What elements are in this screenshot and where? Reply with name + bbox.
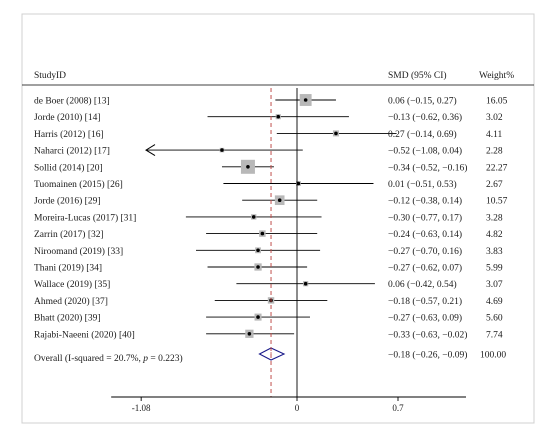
- study-row: de Boer (2008) [13] 0.06 (−0.15, 0.27) 16.…: [34, 94, 508, 107]
- study-row: Ahmed (2020) [37] −0.18 (−0.57, 0.21) 4.69: [34, 296, 503, 307]
- study-label: Thani (2019) [34]: [34, 263, 102, 274]
- header-effect: SMD (95% CI): [388, 70, 447, 81]
- x-axis: -1.08 0 0.7: [111, 88, 466, 413]
- study-label: Niroomand (2019) [33]: [34, 246, 123, 257]
- point-estimate: [256, 265, 260, 269]
- overall-diamond: [258, 347, 286, 361]
- weight-value: 5.99: [486, 264, 503, 274]
- ci-value: −0.18 (−0.57, 0.21): [388, 296, 462, 307]
- point-estimate: [256, 248, 260, 253]
- point-estimate: [334, 131, 338, 136]
- study-label: Moreira-Lucas (2017) [31]: [34, 212, 136, 223]
- point-estimate: [303, 98, 308, 102]
- weight-value: 22.27: [486, 163, 508, 173]
- overall-weight-value: 100.00: [480, 351, 506, 361]
- ci-value: −0.52 (−1.08, 0.04): [388, 146, 462, 157]
- x-tick-label: 0: [295, 403, 300, 413]
- ci-arrow: [145, 144, 156, 157]
- ci-value: 0.06 (−0.42, 0.54): [388, 279, 457, 290]
- study-label: Jorde (2010) [14]: [34, 112, 100, 123]
- weight-value: 16.05: [486, 97, 508, 107]
- study-label: Jorde (2016) [29]: [34, 196, 100, 207]
- point-estimate: [246, 165, 250, 169]
- study-row: Sollid (2014) [20] −0.34 (−0.52, −0.16) 22…: [34, 159, 508, 174]
- study-label: Tuomainen (2015) [26]: [34, 179, 123, 190]
- weight-value: 3.83: [486, 247, 503, 257]
- weight-value: 5.60: [486, 314, 503, 324]
- study-label: Bhatt (2020) [39]: [34, 313, 101, 324]
- weight-value: 3.07: [486, 280, 503, 290]
- weight-value: 4.69: [486, 297, 503, 307]
- overall-label-main: Overall (I-squared = 20.7%,: [34, 353, 143, 364]
- ci-value: −0.12 (−0.38, 0.14): [388, 196, 462, 207]
- point-estimate: [251, 215, 256, 219]
- study-row: Jorde (2016) [29] −0.12 (−0.38, 0.14) 10.5…: [34, 195, 508, 207]
- study-label: Ahmed (2020) [37]: [34, 296, 108, 307]
- point-estimate: [256, 315, 260, 319]
- study-row: Tuomainen (2015) [26] 0.01 (−0.51, 0.53) 2…: [34, 179, 503, 190]
- weight-value: 7.74: [486, 330, 503, 340]
- overall-label-tail: = 0.223): [148, 353, 183, 364]
- study-label: Rajabi-Naeeni (2020) [40]: [34, 329, 135, 340]
- weight-value: 2.28: [486, 147, 503, 157]
- weight-value: 10.57: [486, 197, 508, 207]
- weight-value: 2.67: [486, 180, 503, 190]
- study-row: Wallace (2019) [35] 0.06 (−0.42, 0.54) 3.0…: [34, 279, 503, 290]
- study-row: Rajabi-Naeeni (2020) [40] −0.33 (−0.63, −…: [34, 329, 503, 340]
- study-row: Moreira-Lucas (2017) [31] −0.30 (−0.77, 0…: [34, 212, 503, 223]
- study-row: Niroomand (2019) [33] −0.27 (−0.70, 0.16)…: [34, 246, 503, 257]
- ci-value: 0.06 (−0.15, 0.27): [388, 96, 457, 107]
- study-row: Naharci (2012) [17] −0.52 (−1.08, 0.04) 2.…: [34, 144, 503, 157]
- study-row: Jorde (2010) [14] −0.13 (−0.62, 0.36) 3.02: [34, 112, 503, 123]
- point-estimate: [277, 198, 282, 202]
- study-rows: de Boer (2008) [13] 0.06 (−0.15, 0.27) 16.…: [34, 94, 508, 340]
- ci-value: −0.13 (−0.62, 0.36): [388, 112, 462, 123]
- weight-value: 3.28: [486, 213, 503, 223]
- header: Study ID SMD (95% CI) Weight%: [34, 70, 514, 81]
- weight-value: 4.82: [486, 230, 503, 240]
- ci-value: 0.01 (−0.51, 0.53): [388, 179, 457, 190]
- point-estimate: [276, 114, 281, 119]
- plot-border: [21, 13, 535, 424]
- ci-value: −0.30 (−0.77, 0.17): [388, 212, 462, 223]
- study-row: Bhatt (2020) [39] −0.27 (−0.63, 0.09) 5.60: [34, 313, 503, 324]
- ci-value: −0.27 (−0.70, 0.16): [388, 246, 462, 257]
- study-label: Zarrin (2017) [32]: [34, 229, 104, 240]
- plot-frame: [21, 13, 535, 424]
- weight-value: 3.02: [486, 113, 503, 123]
- ci-value: −0.24 (−0.63, 0.14): [388, 229, 462, 240]
- ci-value: −0.33 (−0.63, −0.02): [388, 329, 467, 340]
- ci-value: 0.27 (−0.14, 0.69): [388, 129, 457, 140]
- weight-value: 4.11: [486, 130, 503, 140]
- study-label: Harris (2012) [16]: [34, 129, 104, 140]
- point-estimate: [247, 332, 252, 336]
- header-weight: Weight%: [479, 71, 514, 81]
- header-study: Study: [34, 71, 56, 81]
- x-tick-label: -1.08: [132, 403, 151, 413]
- point-estimate: [220, 148, 224, 152]
- study-label: Sollid (2014) [20]: [34, 162, 103, 173]
- study-label: Naharci (2012) [17]: [34, 146, 110, 157]
- point-estimate: [303, 281, 308, 286]
- header-id: ID: [56, 71, 66, 81]
- study-row: Thani (2019) [34] −0.27 (−0.62, 0.07) 5.99: [34, 263, 503, 274]
- x-tick-label: 0.7: [392, 403, 404, 413]
- ci-value: −0.27 (−0.62, 0.07): [388, 263, 462, 274]
- overall-row: Overall (I-squared = 20.7%, p = 0.223) −…: [34, 347, 506, 364]
- overall-ci-value: −0.18 (−0.26, −0.09): [388, 350, 467, 361]
- study-label: de Boer (2008) [13]: [34, 96, 110, 107]
- overall-label-p: p: [142, 354, 148, 364]
- study-row: Harris (2012) [16] 0.27 (−0.14, 0.69) 4.11: [34, 129, 503, 140]
- study-label: Wallace (2019) [35]: [34, 279, 110, 290]
- point-estimate: [260, 231, 265, 236]
- study-row: Zarrin (2017) [32] −0.24 (−0.63, 0.14) 4.8…: [34, 229, 503, 240]
- ci-value: −0.34 (−0.52, −0.16): [388, 162, 467, 173]
- point-estimate: [296, 181, 301, 186]
- overall-label: Overall (I-squared = 20.7%, p = 0.223): [34, 353, 183, 364]
- ci-value: −0.27 (−0.63, 0.09): [388, 313, 462, 324]
